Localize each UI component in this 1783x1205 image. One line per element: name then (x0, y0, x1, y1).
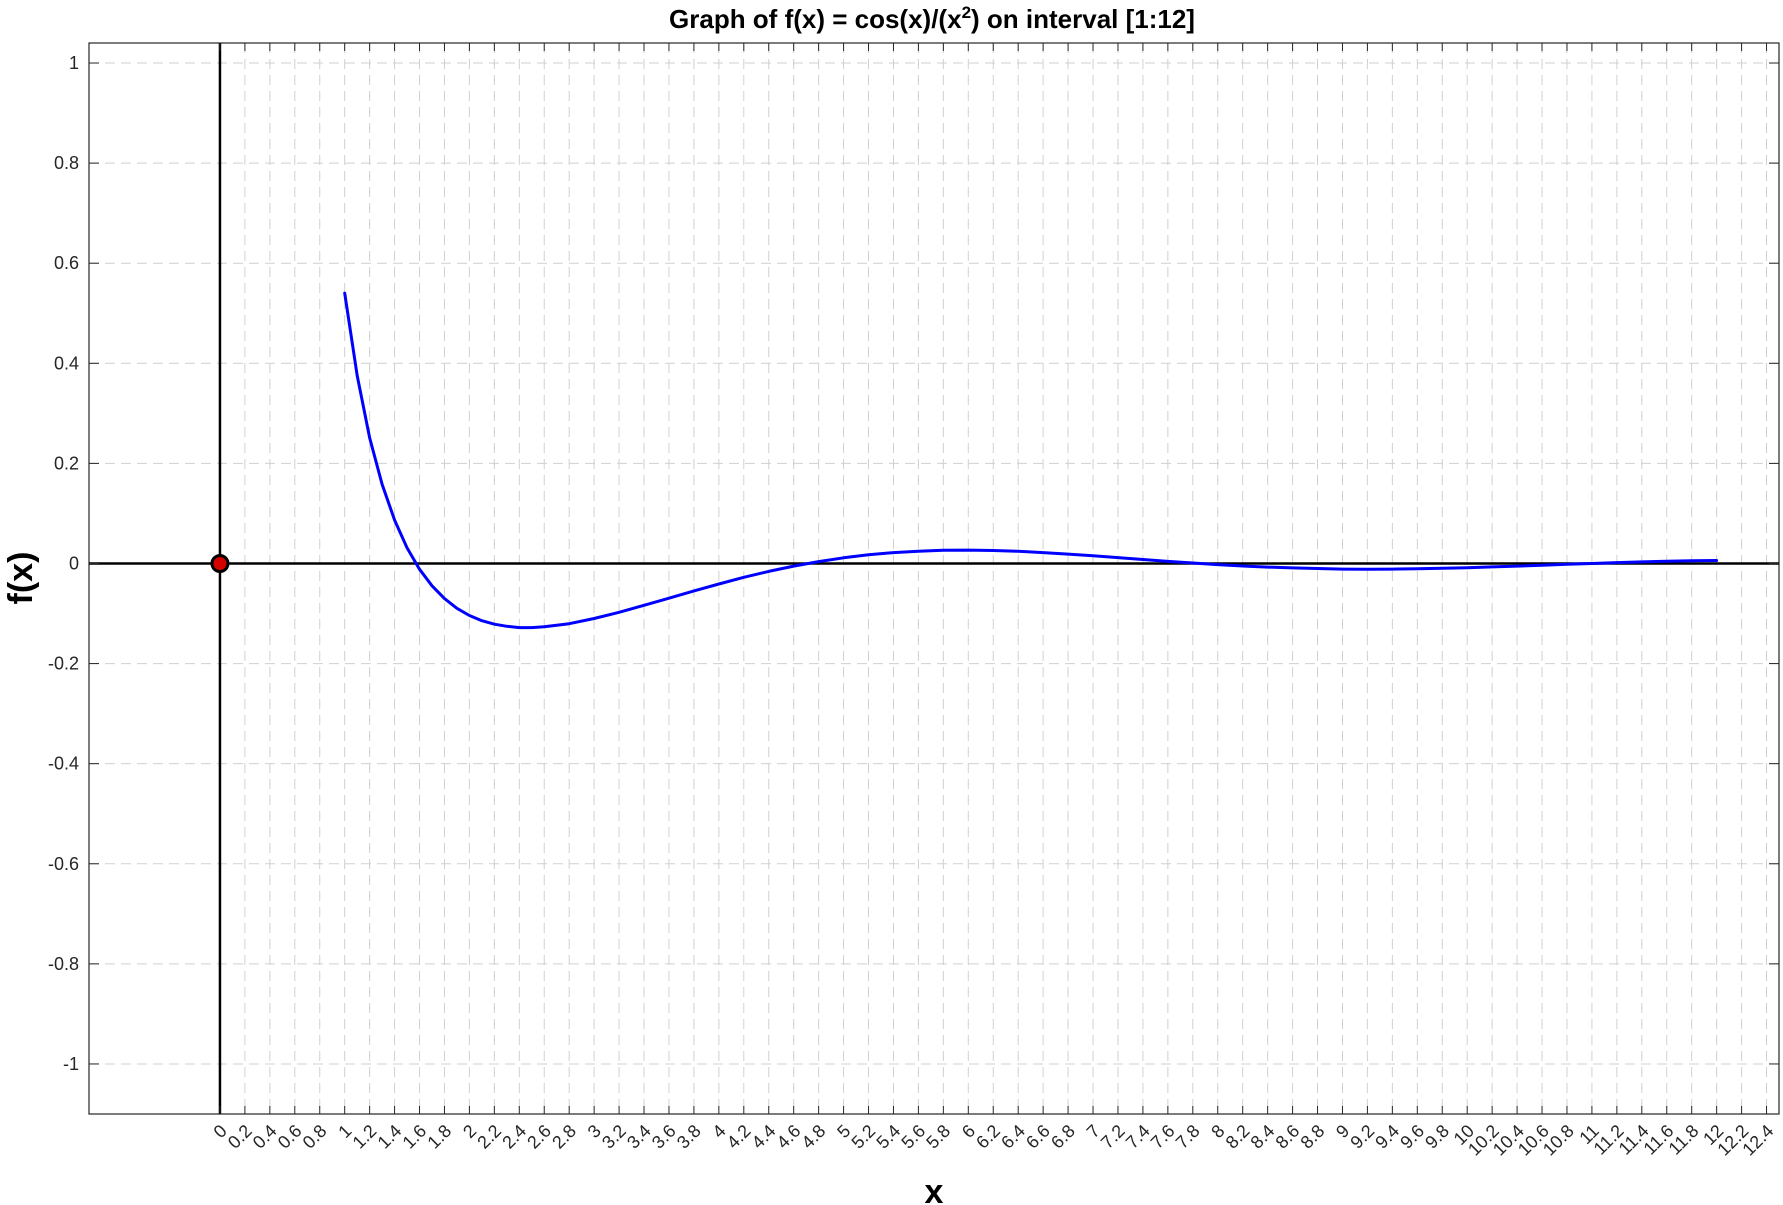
y-tick-label: -0.2 (48, 654, 79, 674)
x-axis-label: x (925, 1173, 944, 1205)
grid (89, 43, 1779, 1114)
series-layer (343, 291, 1719, 630)
origin-marker (210, 553, 230, 573)
y-tick-label: 1 (69, 53, 79, 73)
y-axis-label: f(x) (2, 552, 40, 605)
markers (210, 553, 230, 573)
y-tick-label: 0 (69, 553, 79, 573)
series-line (343, 291, 1719, 630)
y-tick-label: 0.4 (54, 353, 79, 373)
y-tick-label: -1 (63, 1054, 79, 1074)
y-tick-labels: -1 -0.8 -0.6 -0.4 -0.2 0 0.2 0.4 0.6 0.8 1 (48, 53, 79, 1074)
y-tick-label: 0.2 (54, 453, 79, 473)
y-tick-label: -0.6 (48, 854, 79, 874)
y-tick-label: -0.4 (48, 754, 79, 774)
tick-marks (89, 43, 1779, 1114)
axes-frame (88, 42, 1780, 1115)
chart-title: Graph of f(x) = cos(x)/(x2) on interval … (669, 3, 1195, 34)
axes-box (88, 42, 1780, 1115)
reference-lines (89, 43, 1779, 1114)
y-tick-label: 0.8 (54, 153, 79, 173)
y-tick-label: 0.6 (54, 253, 79, 273)
y-tick-label: -0.8 (48, 954, 79, 974)
